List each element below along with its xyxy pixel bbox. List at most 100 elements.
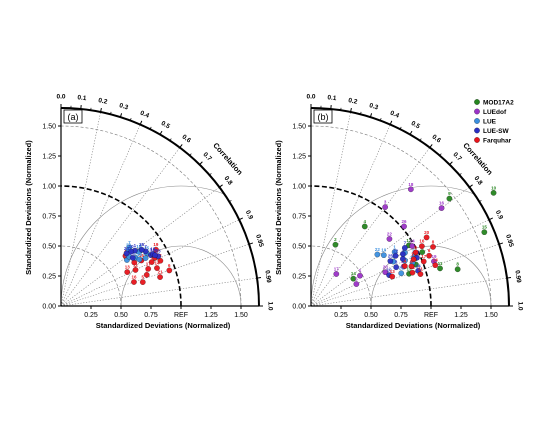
- correlation-tick-label: 1.0: [516, 301, 523, 310]
- data-point-label: 10: [129, 244, 135, 249]
- data-point-label: 10: [381, 248, 387, 253]
- correlation-tick-label: 0.7: [201, 151, 213, 163]
- legend-marker: [474, 99, 479, 104]
- correlation-tick: [430, 144, 432, 147]
- data-point: [409, 264, 414, 269]
- correlation-tick: [257, 278, 261, 279]
- data-point: [439, 205, 444, 210]
- x-tick-label: 0.75: [144, 312, 158, 319]
- data-point-label: 6: [428, 248, 431, 253]
- y-tick-label: 1.25: [292, 154, 306, 161]
- data-point: [437, 266, 442, 271]
- sd-arc: [311, 126, 491, 306]
- data-point: [433, 262, 438, 267]
- correlation-tick-label: 0.0: [56, 94, 65, 101]
- data-point: [157, 274, 162, 279]
- x-tick-label: 0.50: [114, 312, 128, 319]
- data-point: [357, 273, 362, 278]
- data-point-label: 11: [133, 262, 138, 267]
- data-point: [401, 224, 406, 229]
- data-point-label: 11: [438, 261, 443, 266]
- correlation-title: Correlation: [211, 141, 244, 177]
- legend-entry: LUEdof: [483, 109, 507, 116]
- data-point-label: 1: [359, 268, 362, 273]
- y-tick-label: 0.25: [292, 274, 306, 281]
- y-tick-label: 1.50: [292, 124, 306, 131]
- data-point: [455, 267, 460, 272]
- data-point: [362, 224, 367, 229]
- y-tick-label: 0.75: [292, 214, 306, 221]
- correlation-ray: [61, 112, 101, 306]
- legend-entry: LUE-SW: [483, 128, 510, 135]
- correlation-tick-label: 0.4: [389, 110, 400, 120]
- data-point-label: 14: [351, 271, 357, 276]
- data-point: [402, 245, 407, 250]
- correlation-tick-label: 0.8: [223, 175, 234, 187]
- y-tick-label: 0.50: [42, 244, 56, 251]
- x-axis-title: Standardized Deviations (Normalized): [346, 321, 481, 330]
- sd-arc: [61, 126, 241, 306]
- data-point-label: 15: [482, 225, 488, 230]
- x-tick-label: 0.50: [364, 312, 378, 319]
- data-point: [413, 250, 418, 255]
- correlation-tick: [200, 162, 203, 165]
- legend-marker: [474, 118, 479, 123]
- correlation-tick-label: 0.0: [306, 94, 315, 101]
- correlation-tick-label: 0.6: [181, 133, 193, 144]
- x-tick-label: 1.50: [484, 312, 498, 319]
- data-point: [167, 268, 172, 273]
- data-point: [387, 236, 392, 241]
- panel-letter: (a): [68, 112, 79, 122]
- data-point-label: 13: [390, 269, 396, 274]
- correlation-tick: [219, 185, 222, 187]
- data-point-label: 26: [402, 219, 408, 224]
- correlation-ray: [311, 148, 430, 306]
- data-point: [124, 251, 129, 256]
- data-point-label: 25: [139, 242, 145, 247]
- data-point-label: 22: [130, 250, 136, 255]
- data-point-label: 16: [131, 275, 137, 280]
- correlation-tick: [180, 144, 182, 147]
- x-tick-label: 0.25: [84, 312, 98, 319]
- correlation-tick-label: 1.0: [266, 301, 273, 310]
- data-point-label: 25: [388, 254, 394, 259]
- data-point: [424, 235, 429, 240]
- correlation-tick-label: 0.6: [431, 133, 443, 144]
- legend-marker: [474, 128, 479, 133]
- legend-marker: [474, 109, 479, 114]
- correlation-ray: [61, 125, 140, 306]
- correlation-ray: [311, 278, 507, 306]
- data-point: [333, 242, 338, 247]
- correlation-tick-label: 0.8: [473, 175, 484, 187]
- correlation-ray: [61, 278, 257, 306]
- y-tick-label: 1.00: [42, 184, 56, 191]
- data-point: [390, 274, 395, 279]
- correlation-tick-label: 0.2: [348, 97, 359, 106]
- y-tick-label: 1.25: [42, 154, 56, 161]
- data-point: [133, 267, 138, 272]
- correlation-tick-label: 0.95: [504, 234, 515, 249]
- ref-label: REF: [424, 312, 438, 319]
- correlation-tick: [450, 162, 453, 165]
- correlation-tick: [507, 278, 511, 279]
- reference-sd-arc: [61, 186, 181, 306]
- correlation-tick-label: 0.1: [327, 94, 337, 102]
- data-point-label: 16: [419, 239, 425, 244]
- data-point-label: 10: [491, 185, 497, 190]
- data-point: [393, 253, 398, 258]
- data-point: [140, 279, 145, 284]
- x-tick-label: 1.25: [454, 312, 468, 319]
- y-tick-label: 1.00: [292, 184, 306, 191]
- correlation-tick-label: 0.3: [118, 102, 129, 112]
- data-point: [399, 271, 404, 276]
- data-point: [482, 229, 487, 234]
- y-tick-label: 0.75: [42, 214, 56, 221]
- data-point-label: 21: [418, 267, 424, 272]
- data-point: [402, 263, 407, 268]
- legend-entry: LUE: [483, 118, 497, 125]
- y-tick-label: 0.00: [292, 304, 306, 311]
- data-point-label: 13: [125, 265, 131, 270]
